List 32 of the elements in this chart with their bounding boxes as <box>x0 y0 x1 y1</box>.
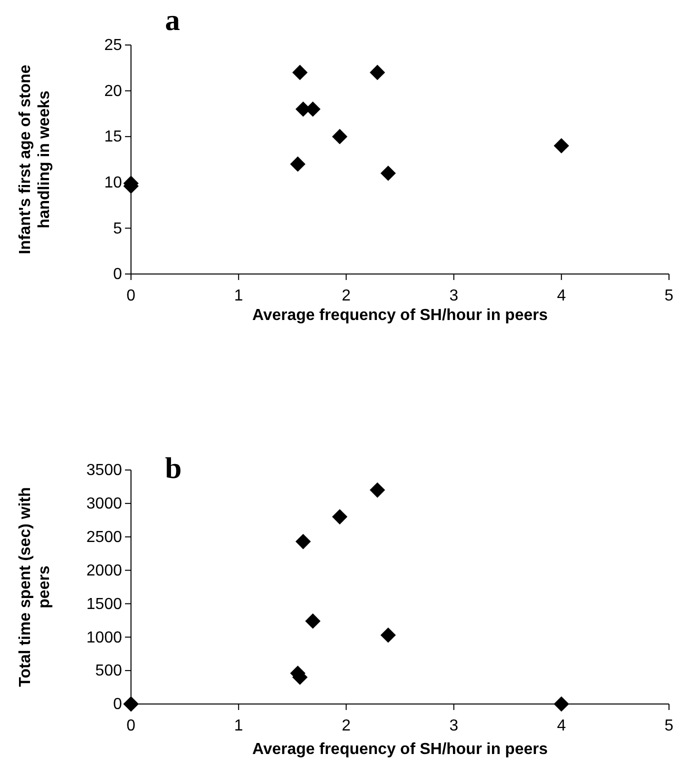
y-tick-label: 1000 <box>86 629 122 646</box>
y-tick-label: 2000 <box>86 562 122 580</box>
y-tick-label: 10 <box>104 174 122 192</box>
x-tick-label: 3 <box>449 718 458 735</box>
x-tick-label: 4 <box>556 288 566 305</box>
x-tick-label: 2 <box>342 288 351 305</box>
y-tick-label: 15 <box>104 128 122 146</box>
y-tick-label: 0 <box>113 266 122 284</box>
x-tick-label: 4 <box>556 718 566 735</box>
chart-title: a <box>165 4 180 37</box>
y-axis-title: Total time spent (sec) with peers <box>17 487 54 687</box>
x-tick-label: 0 <box>126 718 136 735</box>
x-tick-label: 1 <box>234 718 244 735</box>
y-tick-label: 2500 <box>86 528 122 546</box>
y-tick-label: 1500 <box>86 596 122 613</box>
y-tick-label: 25 <box>104 37 122 54</box>
x-tick-label: 3 <box>449 288 458 305</box>
y-tick-label: 3000 <box>86 496 122 513</box>
chart-title: b <box>165 452 182 485</box>
x-tick-label: 5 <box>664 718 674 735</box>
y-tick-label: 5 <box>113 220 122 238</box>
x-tick-label: 1 <box>234 288 244 305</box>
y-tick-label: 0 <box>113 696 122 714</box>
y-tick-label: 3500 <box>86 462 122 480</box>
x-axis-title: Average frequency of SH/hour in peers <box>252 741 548 758</box>
y-tick-label: 20 <box>104 82 122 100</box>
x-tick-label: 5 <box>664 288 674 305</box>
x-axis-title: Average frequency of SH/hour in peers <box>252 307 548 324</box>
x-tick-label: 0 <box>126 288 136 305</box>
y-tick-label: 500 <box>95 662 122 680</box>
x-tick-label: 2 <box>342 718 351 735</box>
y-axis-title: Infant's first age of stone handling in weeks <box>17 64 54 254</box>
